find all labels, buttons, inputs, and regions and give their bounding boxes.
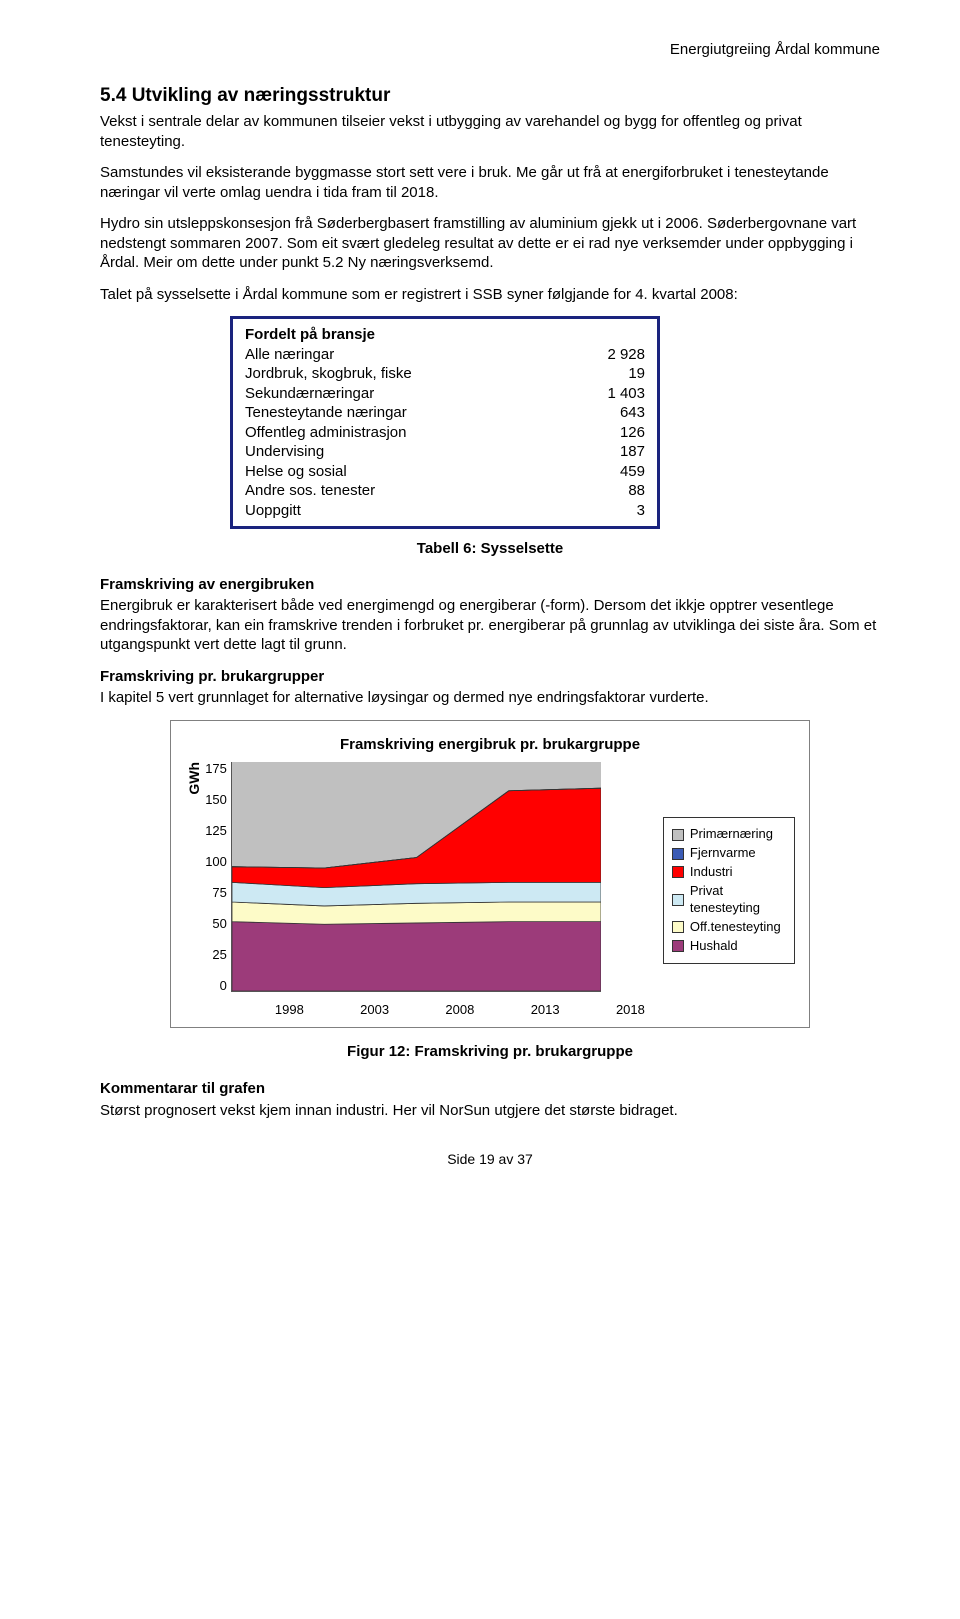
subheading-kommentar: Kommentarar til grafen xyxy=(100,1079,880,1099)
legend-swatch xyxy=(672,829,684,841)
legend-swatch xyxy=(672,940,684,952)
paragraph: Samstundes vil eksisterande byggmasse st… xyxy=(100,163,880,202)
y-tick: 175 xyxy=(205,762,227,775)
y-tick: 125 xyxy=(205,824,227,837)
paragraph: Energibruk er karakterisert både ved ene… xyxy=(100,596,880,655)
legend-swatch xyxy=(672,848,684,860)
table-cell-label: Helse og sosial xyxy=(245,462,347,482)
section-title-text: Utvikling av næringsstruktur xyxy=(132,85,391,106)
y-tick: 50 xyxy=(205,917,227,930)
legend-item: Fjernvarme xyxy=(672,845,786,862)
table-cell-value: 1 403 xyxy=(607,384,645,404)
legend-item: Privat tenesteyting xyxy=(672,883,786,917)
table-cell-value: 3 xyxy=(637,501,645,521)
y-tick: 75 xyxy=(205,886,227,899)
page-footer: Side 19 av 37 xyxy=(100,1150,880,1168)
legend-item: Primærnæring xyxy=(672,826,786,843)
paragraph: Hydro sin utsleppskonsesjon frå Søderber… xyxy=(100,214,880,273)
table-header: Fordelt på bransje xyxy=(245,325,645,345)
table-cell-label: Alle næringar xyxy=(245,345,334,365)
paragraph: Størst prognosert vekst kjem innan indus… xyxy=(100,1101,880,1121)
table-row: Andre sos. tenester 88 xyxy=(245,481,645,501)
table-cell-label: Uoppgitt xyxy=(245,501,301,521)
bransje-table: Fordelt på bransje Alle næringar2 928Jor… xyxy=(230,316,660,529)
table-row: Sekundærnæringar 1 403 xyxy=(245,384,645,404)
paragraph: Vekst i sentrale delar av kommunen tilse… xyxy=(100,112,880,151)
table-row: Offentleg administrasjon 126 xyxy=(245,423,645,443)
table-cell-value: 88 xyxy=(628,481,645,501)
table-cell-label: Undervising xyxy=(245,442,324,462)
legend-item: Industri xyxy=(672,864,786,881)
figure-caption: Figur 12: Framskriving pr. brukargruppe xyxy=(100,1042,880,1062)
section-heading: 5.4 Utvikling av næringsstruktur xyxy=(100,84,880,109)
legend-swatch xyxy=(672,921,684,933)
legend-swatch xyxy=(672,894,684,906)
x-axis: 1998 2003 2008 2013 2018 xyxy=(275,998,645,1019)
table-row: Jordbruk, skogbruk, fiske 19 xyxy=(245,364,645,384)
table-cell-value: 2 928 xyxy=(607,345,645,365)
table-cell-label: Sekundærnæringar xyxy=(245,384,374,404)
paragraph: I kapitel 5 vert grunnlaget for alternat… xyxy=(100,688,880,708)
section-number: 5.4 xyxy=(100,85,126,106)
y-tick: 100 xyxy=(205,855,227,868)
y-axis: 175 150 125 100 75 50 25 0 xyxy=(205,762,231,992)
table-cell-label: Offentleg administrasjon xyxy=(245,423,406,443)
page-header: Energiutgreiing Årdal kommune xyxy=(100,40,880,60)
chart-series xyxy=(232,788,601,887)
legend-label: Privat tenesteyting xyxy=(690,883,786,917)
subheading-brukargrupper: Framskriving pr. brukargrupper xyxy=(100,667,880,687)
table-cell-label: Andre sos. tenester xyxy=(245,481,375,501)
chart-title: Framskriving energibruk pr. brukargruppe xyxy=(185,735,795,755)
legend-label: Off.tenesteyting xyxy=(690,919,781,936)
table-cell-value: 187 xyxy=(620,442,645,462)
y-tick: 0 xyxy=(205,979,227,992)
table-cell-value: 19 xyxy=(628,364,645,384)
y-axis-label-wrap: GWh xyxy=(185,762,205,795)
table-cell-value: 459 xyxy=(620,462,645,482)
legend-label: Fjernvarme xyxy=(690,845,756,862)
legend-item: Hushald xyxy=(672,938,786,955)
table-caption: Tabell 6: Sysselsette xyxy=(100,539,880,559)
y-tick: 150 xyxy=(205,793,227,806)
paragraph: Talet på sysselsette i Årdal kommune som… xyxy=(100,285,880,305)
x-tick: 2013 xyxy=(531,1002,560,1019)
legend-label: Industri xyxy=(690,864,733,881)
table-cell-label: Tenesteytande næringar xyxy=(245,403,407,423)
legend-label: Hushald xyxy=(690,938,738,955)
table-cell-label: Jordbruk, skogbruk, fiske xyxy=(245,364,412,384)
area-chart: Framskriving energibruk pr. brukargruppe… xyxy=(170,720,810,1028)
chart-series xyxy=(232,902,601,924)
chart-legend: Primærnæring Fjernvarme Industri Privat ten… xyxy=(663,817,795,963)
table-cell-value: 643 xyxy=(620,403,645,423)
table-row: Alle næringar 2 928 xyxy=(245,345,645,365)
table-cell-value: 126 xyxy=(620,423,645,443)
x-tick: 2008 xyxy=(445,1002,474,1019)
x-tick: 2003 xyxy=(360,1002,389,1019)
chart-series xyxy=(232,922,601,991)
subheading-framskriving: Framskriving av energibruken xyxy=(100,575,880,595)
legend-item: Off.tenesteyting xyxy=(672,919,786,936)
x-tick: 1998 xyxy=(275,1002,304,1019)
legend-label: Primærnæring xyxy=(690,826,773,843)
table-row: Helse og sosial 459 xyxy=(245,462,645,482)
y-axis-label: GWh xyxy=(185,762,203,795)
x-tick: 2018 xyxy=(616,1002,645,1019)
chart-plot-area xyxy=(231,762,601,992)
table-row: Tenesteytande næringar 643 xyxy=(245,403,645,423)
y-tick: 25 xyxy=(205,948,227,961)
table-row: Uoppgitt 3 xyxy=(245,501,645,521)
table-row: Undervising 187 xyxy=(245,442,645,462)
legend-swatch xyxy=(672,866,684,878)
